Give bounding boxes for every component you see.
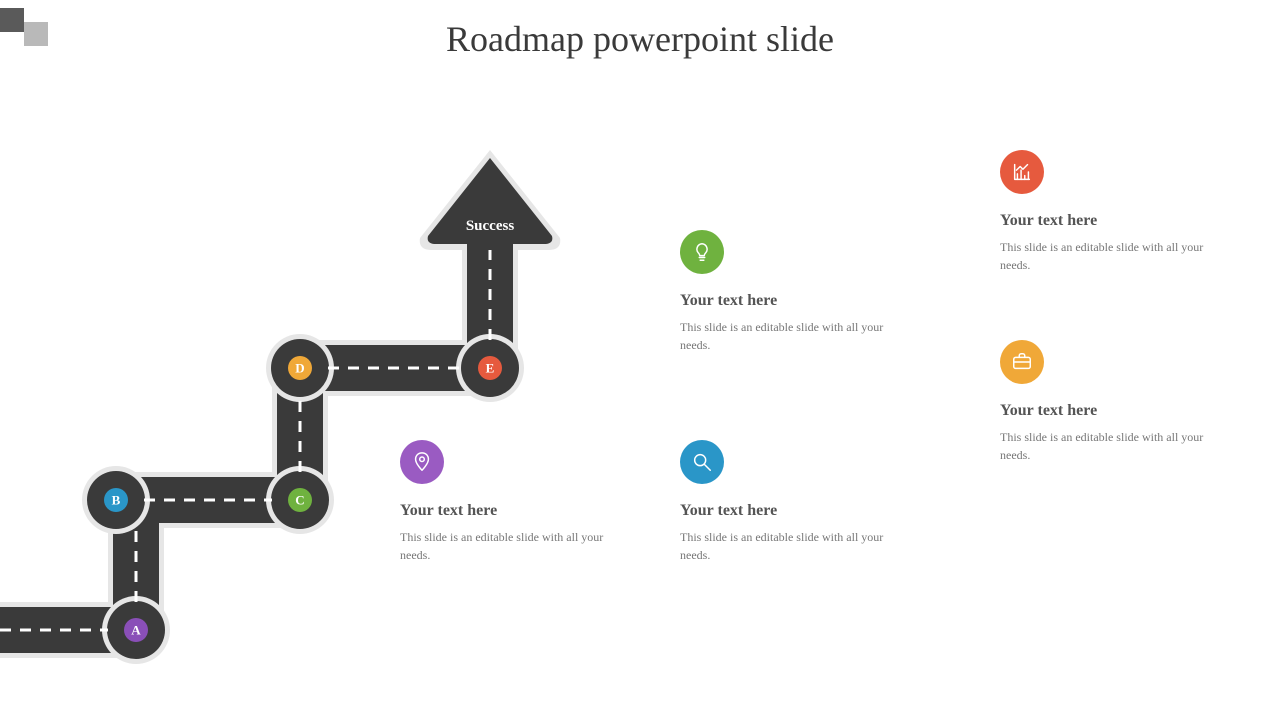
block-desc: This slide is an editable slide with all… bbox=[680, 318, 910, 354]
block-title: Your text here bbox=[1000, 212, 1230, 230]
block-title: Your text here bbox=[680, 502, 910, 520]
content-block-3: Your text here This slide is an editable … bbox=[1000, 340, 1230, 464]
block-desc: This slide is an editable slide with all… bbox=[400, 528, 630, 564]
roadmap-diagram: A B C D E Success bbox=[0, 90, 620, 690]
arrow-label: Success bbox=[466, 218, 514, 234]
block-title: Your text here bbox=[400, 502, 630, 520]
road-node-label-e: E bbox=[486, 361, 495, 376]
briefcase-icon bbox=[1000, 340, 1044, 384]
chart-icon bbox=[1000, 150, 1044, 194]
road-node-label-d: D bbox=[295, 361, 304, 376]
block-desc: This slide is an editable slide with all… bbox=[1000, 238, 1230, 274]
slide-title: Roadmap powerpoint slide bbox=[0, 18, 1280, 60]
content-block-1: Your text here This slide is an editable … bbox=[680, 440, 910, 564]
block-title: Your text here bbox=[1000, 402, 1230, 420]
block-desc: This slide is an editable slide with all… bbox=[1000, 428, 1230, 464]
block-desc: This slide is an editable slide with all… bbox=[680, 528, 910, 564]
road-node-label-b: B bbox=[112, 493, 121, 508]
bulb-icon bbox=[680, 230, 724, 274]
search-icon bbox=[680, 440, 724, 484]
block-title: Your text here bbox=[680, 292, 910, 310]
content-block-2: Your text here This slide is an editable … bbox=[680, 230, 910, 354]
content-block-4: Your text here This slide is an editable … bbox=[1000, 150, 1230, 274]
road-node-label-c: C bbox=[295, 493, 304, 508]
content-block-0: Your text here This slide is an editable … bbox=[400, 440, 630, 564]
road-node-label-a: A bbox=[131, 623, 141, 638]
map-pin-icon bbox=[400, 440, 444, 484]
